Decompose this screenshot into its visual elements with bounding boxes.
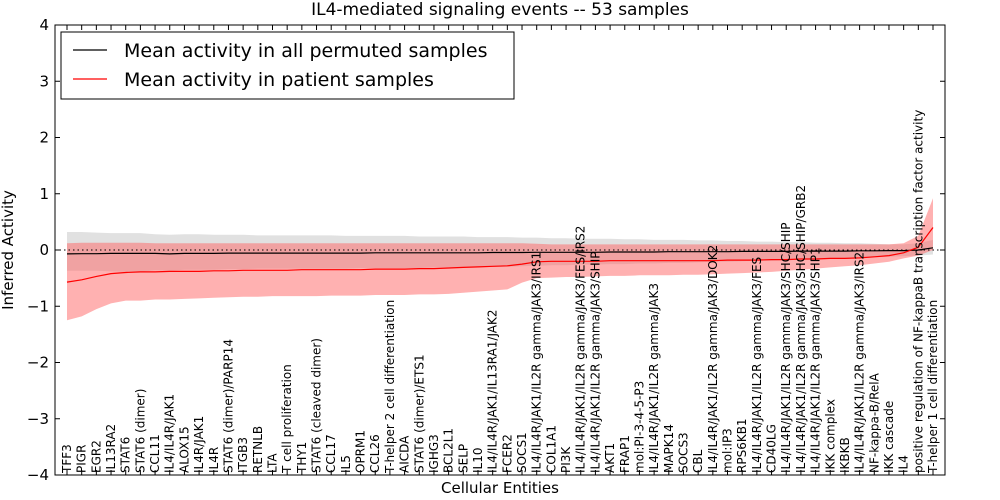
x-tick-label: CCL11 (148, 434, 162, 473)
x-tick-label: IL4/IL4R/JAK1/IL2R gamma/JAK3/FES/IRS2 (574, 226, 588, 473)
x-tick-label: IL4/IL4R/JAK1/IL2R gamma/JAK3/FES (750, 257, 764, 473)
x-tick-label: SOCS1 (515, 432, 529, 473)
x-tick-label: SELP (456, 444, 470, 473)
x-tick-label: CCL17 (324, 434, 338, 473)
legend: Mean activity in all permuted samples Me… (60, 31, 515, 100)
x-tick-label: COL1A1 (544, 425, 558, 473)
y-axis: 4 3 2 1 0 −1 −2 −3 −4 (27, 16, 945, 484)
x-tick-label: RETNLB (251, 426, 265, 473)
x-tick-label: CD40LG (765, 424, 779, 473)
x-tick-label: FCER2 (500, 434, 514, 473)
x-tick-label: STAT6 (dimer) (133, 389, 147, 473)
y-tick-label: 4 (39, 16, 49, 34)
x-tick-label: IL10 (471, 448, 485, 474)
y-tick-label: −4 (27, 466, 49, 484)
series-0-mean-line (66, 247, 934, 255)
x-tick-label: positive regulation of NF-kappaB transcr… (911, 110, 925, 473)
x-tick-label: IL4/IL4R/JAK1/IL2R gamma/JAK3/SHP1 (809, 247, 823, 473)
x-tick-label: IL4 (897, 455, 911, 473)
x-tick-label: IL4R/JAK1 (192, 416, 206, 473)
legend-label-patient: Mean activity in patient samples (124, 69, 434, 91)
y-tick-label: −3 (27, 410, 49, 428)
x-tick-label: mol:PI-3-4-5-P3 (632, 381, 646, 473)
x-tick-label: NF-kappa-B/RelA (867, 372, 881, 473)
legend-box (60, 31, 515, 100)
x-tick-label: T-helper 2 cell differentiation (383, 300, 397, 474)
x-tick-label: PIGR (75, 445, 89, 473)
chart-title: IL4-mediated signaling events -- 53 samp… (311, 0, 689, 20)
y-tick-label: −2 (27, 354, 49, 372)
x-tick-label: IL13RA2 (104, 424, 118, 473)
x-tick-label: MAPK14 (662, 424, 676, 473)
legend-label-permuted: Mean activity in all permuted samples (124, 40, 487, 62)
x-tick-label: THY1 (295, 442, 309, 474)
x-tick-label: IKK cascade (882, 401, 896, 473)
x-tick-label: FRAP1 (618, 435, 632, 473)
y-axis-label: Inferred Activity (0, 190, 17, 310)
x-tick-label: STAT6 (dimer)/ETS1 (412, 354, 426, 473)
x-tick-label: IL4/IL4R/JAK1/IL2R gamma/JAK3/SHC/SHIP (779, 222, 793, 473)
series-1-band (67, 198, 933, 321)
x-tick-label: IL5 (339, 455, 353, 473)
x-tick-label: STAT6 (119, 437, 133, 473)
x-axis: TFF3 PIGR EGR2 IL13RA2 STAT6 STAT6 (dimer) CCL… (60, 25, 940, 475)
x-tick-label: IL4/IL4R/JAK1/IL2R gamma/JAK3/IRS2 (853, 252, 867, 473)
x-tick-label: IL4/IL4R/JAK1/IL2R gamma/JAK3 (647, 283, 661, 473)
x-tick-label: IL4R (207, 447, 221, 473)
x-tick-label: EGR2 (89, 440, 103, 473)
x-axis-label: Cellular Entities (441, 479, 559, 497)
x-tick-label: AKT1 (603, 443, 617, 473)
x-tick-label: IGHG3 (427, 434, 441, 473)
x-tick-label: TFF3 (60, 444, 74, 474)
series-1-mean-line (66, 227, 934, 283)
x-tick-label: IL4/IL4R/JAK1/IL2R gamma/JAK3/DOK2 (706, 245, 720, 473)
y-tick-label: 2 (39, 129, 49, 147)
x-tick-label: RPS6KB1 (735, 418, 749, 473)
plot-lines (66, 227, 934, 283)
x-tick-label: T-helper 1 cell differentiation (926, 300, 940, 474)
x-tick-label: ALOX15 (177, 426, 191, 473)
x-tick-label: CBL (691, 449, 705, 473)
x-tick-label: IKK complex (823, 399, 837, 473)
x-tick-label: SOCS3 (677, 432, 691, 473)
y-tick-label: 0 (39, 241, 49, 259)
x-tick-label: IL4/IL4R/JAK1/IL2R gamma/JAK3/SHIP (588, 252, 602, 473)
x-tick-label: IL4/IL4R/JAK1/IL2R gamma/JAK3/SHC/SHIP/G… (794, 185, 808, 473)
y-tick-label: −1 (27, 297, 49, 315)
x-tick-label: STAT6 (cleaved dimer) (310, 338, 324, 473)
y-tick-label: 3 (39, 72, 49, 90)
x-tick-label: IL4/IL4R/JAK1/IL2R gamma/JAK3/IRS1 (530, 252, 544, 473)
y-tick-label: 1 (39, 185, 49, 203)
x-tick-label: OPRM1 (354, 430, 368, 473)
x-tick-label: CCL26 (368, 434, 382, 473)
x-tick-label: LTA (266, 453, 280, 473)
x-tick-label: STAT6 (dimer)/PARP14 (222, 339, 236, 473)
x-tick-label: ITGB3 (236, 437, 250, 473)
x-tick-label: mol:IP3 (721, 428, 735, 473)
x-tick-label: IKBKB (838, 437, 852, 473)
x-tick-label: IL4/IL4R/JAK1 (163, 394, 177, 473)
x-tick-label: T cell proliferation (280, 364, 294, 474)
x-tick-label: PI3K (559, 446, 573, 473)
x-tick-label: IL4/IL4R/JAK1/IL13RA1/JAK2 (486, 310, 500, 474)
x-tick-label: BCL2L1 (442, 428, 456, 473)
x-tick-label: AICDA (398, 435, 412, 473)
